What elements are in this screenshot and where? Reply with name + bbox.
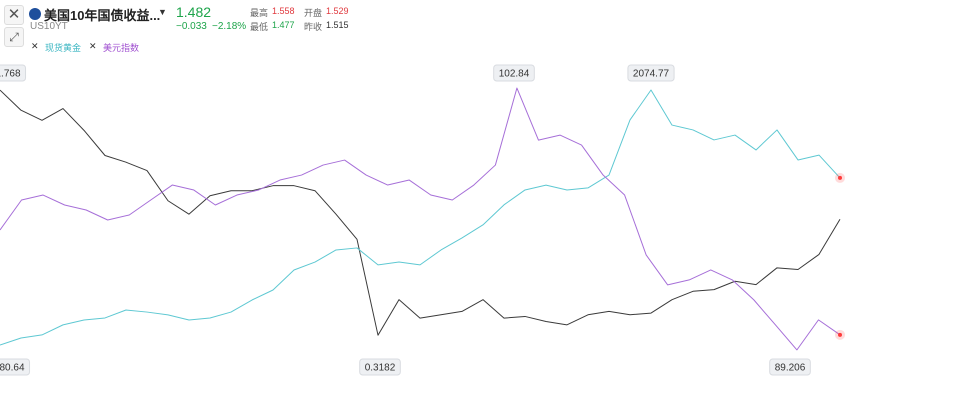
extreme-label-text: 0.3182 xyxy=(365,363,396,374)
symbol-code: US10YT xyxy=(30,21,68,32)
extreme-label-box xyxy=(769,358,811,376)
legend-remove[interactable]: ✕ xyxy=(89,41,97,51)
extreme-label-text: 102.84 xyxy=(499,69,530,80)
legend-remove[interactable]: ✕ xyxy=(31,41,39,51)
series-line xyxy=(0,89,841,346)
stat-label: 最高 xyxy=(250,8,269,18)
extreme-label: 1.768 xyxy=(0,64,27,82)
stat-value: 1.558 xyxy=(272,6,295,16)
last-point xyxy=(838,175,842,180)
dropdown-arrow[interactable]: ▼ xyxy=(158,7,167,17)
stat-label: 开盘 xyxy=(304,8,323,18)
extreme-label-box xyxy=(0,358,31,376)
last-point xyxy=(838,332,842,337)
stat-value: 1.515 xyxy=(326,20,349,30)
change-percent: −2.18% xyxy=(212,21,247,32)
extreme-label-text: 1.768 xyxy=(0,69,21,80)
extreme-label: 2074.77 xyxy=(627,64,675,82)
expand-button[interactable]: ⤢ xyxy=(4,27,24,47)
title[interactable]: 美国10年国债收益... xyxy=(44,8,161,23)
series-line xyxy=(0,87,841,351)
symbol-icon xyxy=(29,8,41,20)
extreme-label-box xyxy=(359,358,401,376)
extreme-label: 0.3182 xyxy=(359,358,401,376)
extreme-label-box xyxy=(0,64,27,82)
legend-entry[interactable]: 美元指数 xyxy=(103,43,140,53)
legend-entry[interactable]: 现货黄金 xyxy=(45,43,82,53)
stat-label: 最低 xyxy=(250,22,269,32)
stat-value: 1.529 xyxy=(326,6,349,16)
extreme-label: 102.84 xyxy=(493,64,535,82)
extreme-label-box xyxy=(493,64,535,82)
stat-label: 昨收 xyxy=(304,22,323,32)
stat-value: 1.477 xyxy=(272,20,295,30)
close-button[interactable]: ✕ xyxy=(4,5,24,25)
extreme-label-text: 89.206 xyxy=(775,363,806,374)
series-line xyxy=(0,89,841,336)
change: −0.033 xyxy=(176,21,207,32)
extreme-label-text: 2074.77 xyxy=(633,69,670,80)
price: 1.482 xyxy=(176,4,212,20)
extreme-label-text: 80.64 xyxy=(0,363,25,374)
extreme-label: 89.206 xyxy=(769,358,811,376)
extreme-label-box xyxy=(627,64,675,82)
extreme-label: 80.64 xyxy=(0,358,31,376)
